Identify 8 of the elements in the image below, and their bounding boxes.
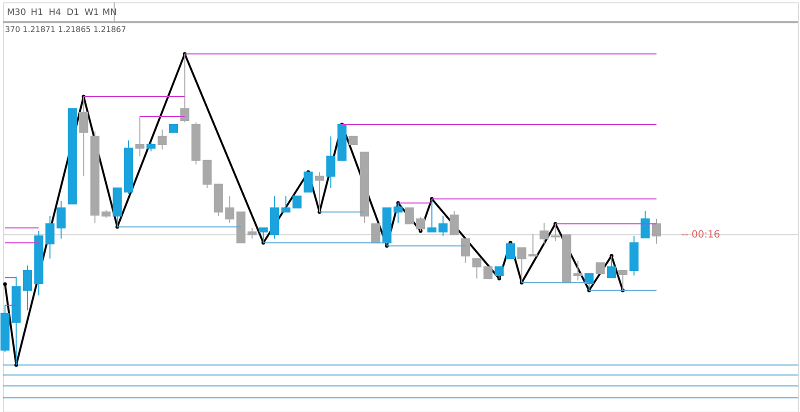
text: 370 1.21871 1.21865 1.21867	[4, 25, 126, 34]
text: D1	[66, 8, 80, 18]
text: H4	[48, 8, 62, 18]
annotation: -- 00:16	[681, 230, 720, 241]
text: MN	[102, 8, 117, 18]
text: W1	[84, 8, 100, 18]
text: M30	[6, 8, 26, 18]
text: H1	[30, 8, 44, 18]
